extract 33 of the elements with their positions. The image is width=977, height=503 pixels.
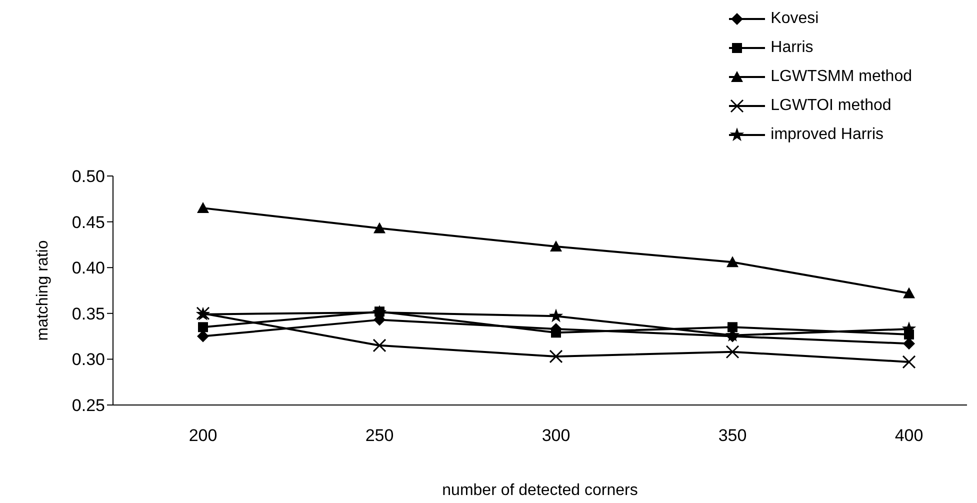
x-tick-label: 200: [188, 426, 218, 446]
y-axis-title: matching ratio: [34, 240, 52, 341]
y-tick-label: 0.50: [72, 167, 105, 186]
point: [548, 308, 564, 322]
point: [903, 287, 915, 298]
legend-label: Kovesi: [770, 10, 819, 28]
point: [372, 338, 386, 352]
legend-label: Harris: [770, 38, 814, 56]
point: [197, 202, 209, 214]
point: [550, 240, 562, 252]
point: [549, 350, 563, 364]
y-tick-label: 0.30: [72, 350, 105, 370]
legend-label: LGWTSMM method: [770, 68, 912, 86]
point: [726, 256, 738, 268]
x-tick-label: 350: [718, 426, 747, 446]
y-tick-label: 0.45: [72, 212, 105, 232]
point: [728, 322, 738, 332]
y-tick-label: 0.35: [72, 304, 105, 324]
y-tick-label: 0.25: [72, 396, 105, 416]
point: [903, 338, 915, 350]
x-tick-label: 400: [894, 426, 924, 446]
point: [726, 345, 740, 359]
y-tick-label: 0.40: [72, 258, 105, 278]
point: [902, 355, 916, 369]
point: [374, 222, 386, 234]
x-tick-label: 300: [542, 426, 570, 446]
legend-label: LGWTOI method: [770, 96, 892, 114]
point: [551, 328, 561, 338]
x-tick-label: 250: [365, 426, 394, 446]
legend-label: improved Harris: [770, 126, 884, 144]
point: [198, 322, 208, 332]
x-axis-title: number of detected corners: [442, 482, 638, 499]
point: [372, 304, 387, 319]
